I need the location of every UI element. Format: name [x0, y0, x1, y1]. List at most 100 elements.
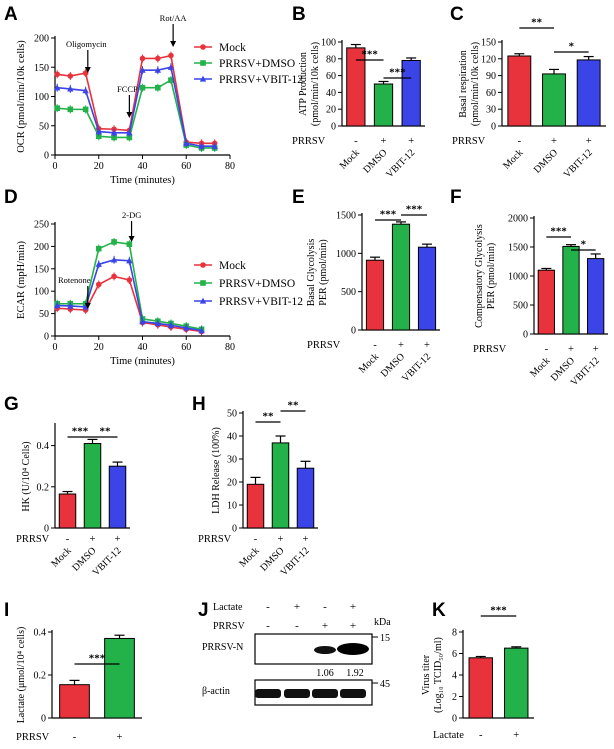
bar-2 [417, 246, 437, 331]
significance-label: *** [89, 653, 106, 665]
chart-E-sign: + [424, 340, 430, 351]
chart-K-ytick-label: 0 [452, 714, 457, 725]
chart-H-ylabel: LDH Release (100%) [211, 427, 222, 514]
chart-B-sign: - [354, 136, 358, 147]
panel-label-G: G [4, 394, 19, 415]
chart-C-sign: - [518, 136, 522, 147]
blot-sign: - [266, 620, 270, 632]
chart-I: 0 0.2 0.4 *** Lactate (μmol/10⁴ cells) PRRSV -… [16, 627, 142, 743]
chart-H-sign: + [303, 534, 309, 545]
chart-K-ylabel: (Log₁₀ TCID₅₀/ml) [433, 637, 444, 713]
data-point [110, 256, 118, 263]
bar-1 [542, 73, 566, 127]
legend-entry: Mock [219, 42, 246, 54]
chart-D-xlabel: Time (minutes) [110, 356, 175, 367]
chart-E-category: VBIT-12 [400, 351, 433, 384]
bar-2 [108, 465, 127, 529]
chart-H-sign: - [254, 534, 258, 545]
chart-A-xtick-label: 0 [53, 161, 58, 172]
legend-marker [200, 60, 206, 66]
data-point [167, 63, 175, 70]
significance-label: *** [380, 209, 397, 221]
chart-K-factor-label: Lactate [433, 730, 464, 741]
data-point [95, 245, 102, 252]
chart-E-factor-label: PRRSV [307, 340, 341, 351]
band-actin-lane2 [284, 689, 310, 698]
blot-sign: + [294, 601, 300, 613]
chart-B-sign: + [408, 136, 414, 147]
blot-sign: + [322, 620, 328, 632]
chart-D-ytick-label: 0 [44, 332, 49, 343]
significance-label: ** [288, 400, 300, 412]
chart-B: 0 20 40 60 80 100 *** *** ATP Production (pmol/mi… [292, 38, 425, 180]
data-point [67, 302, 74, 309]
chart-K: 0 2 4 6 8 *** Virus titer (Log₁₀ TCID₅₀/ml) Lact… [421, 605, 534, 741]
chart-K-ytick-label: 4 [452, 671, 457, 682]
chart-F-ylabel: Compensatory Glycolysis [474, 224, 485, 328]
blot-sign: - [295, 620, 299, 632]
chart-D-ytick-label: 200 [34, 242, 49, 253]
chart-D-xtick-label: 60 [181, 342, 191, 353]
band-actin-lane1 [255, 689, 281, 698]
data-point [82, 70, 89, 76]
data-point [198, 327, 205, 334]
chart-G-sign: - [66, 534, 70, 545]
chart-F-sign: + [593, 344, 599, 355]
data-point [82, 303, 89, 310]
data-point [95, 133, 102, 140]
panel-label-D: D [4, 187, 18, 208]
significance-label: ** [100, 426, 112, 438]
chart-G-ylabel: HK (U/10⁴ Cells) [21, 441, 32, 511]
blot-band-label: β-actin [202, 686, 230, 697]
chart-F-ytick-label: 2000 [508, 214, 528, 225]
chart-H-ytick-label: 10 [227, 501, 237, 512]
chart-B-ytick-label: 80 [326, 54, 336, 65]
chart-I-factor-label: PRRSV [16, 732, 50, 743]
bar-1 [271, 442, 290, 529]
legend-marker [200, 44, 206, 50]
chart-H-ytick-label: 20 [227, 478, 237, 489]
panel-label-I: I [4, 600, 9, 621]
chart-A-series-2 [53, 63, 218, 151]
chart-H-sign: + [278, 534, 284, 545]
data-point [183, 324, 190, 331]
panel-label-C: C [450, 4, 464, 25]
chart-E-sign: + [398, 340, 404, 351]
data-point [53, 302, 61, 309]
chart-C-ylabel: Basal respiration [458, 50, 469, 117]
legend-entry: PRRSV+DMSO [219, 278, 295, 290]
panel-label-J: J [198, 600, 209, 621]
chart-A-ytick-label: 0 [44, 151, 49, 162]
data-point [211, 142, 218, 149]
legend-entry: PRRSV+DMSO [219, 58, 295, 70]
significance-label: * [581, 239, 587, 251]
data-point [53, 84, 61, 91]
data-point [155, 84, 161, 91]
data-point [95, 128, 102, 135]
blot-sign: - [266, 601, 270, 613]
chart-A-xtick-label: 40 [138, 161, 148, 172]
chart-B-ylabel: (pmol/min/10k cells) [310, 42, 321, 126]
chart-G-factor-label: PRRSV [16, 534, 50, 545]
legend-entry: PRRSV+VBIT-12 [219, 74, 303, 86]
bar-0 [365, 259, 385, 331]
data-point [126, 257, 133, 264]
bar-1 [104, 637, 135, 719]
data-point [167, 321, 175, 328]
chart-G-sign: + [90, 534, 96, 545]
chart-E-ytick-label: 500 [341, 287, 356, 298]
chart-D-xtick-label: 80 [225, 342, 235, 353]
chart-A-ytick-label: 150 [34, 63, 49, 74]
data-point [67, 85, 74, 92]
chart-G-sign: + [115, 534, 121, 545]
chart-I-ytick-label: 0.4 [34, 628, 47, 639]
chart-B-factor-label: PRRSV [292, 136, 326, 147]
bar-1 [391, 223, 411, 331]
bar-1 [83, 443, 102, 529]
panel-label-K: K [432, 600, 446, 621]
annotation-arrowhead [126, 112, 133, 118]
significance-label: ** [263, 411, 275, 423]
chart-C-ylabel: (pmol/min/10k cells) [470, 42, 481, 126]
chart-C-sign: + [551, 136, 557, 147]
